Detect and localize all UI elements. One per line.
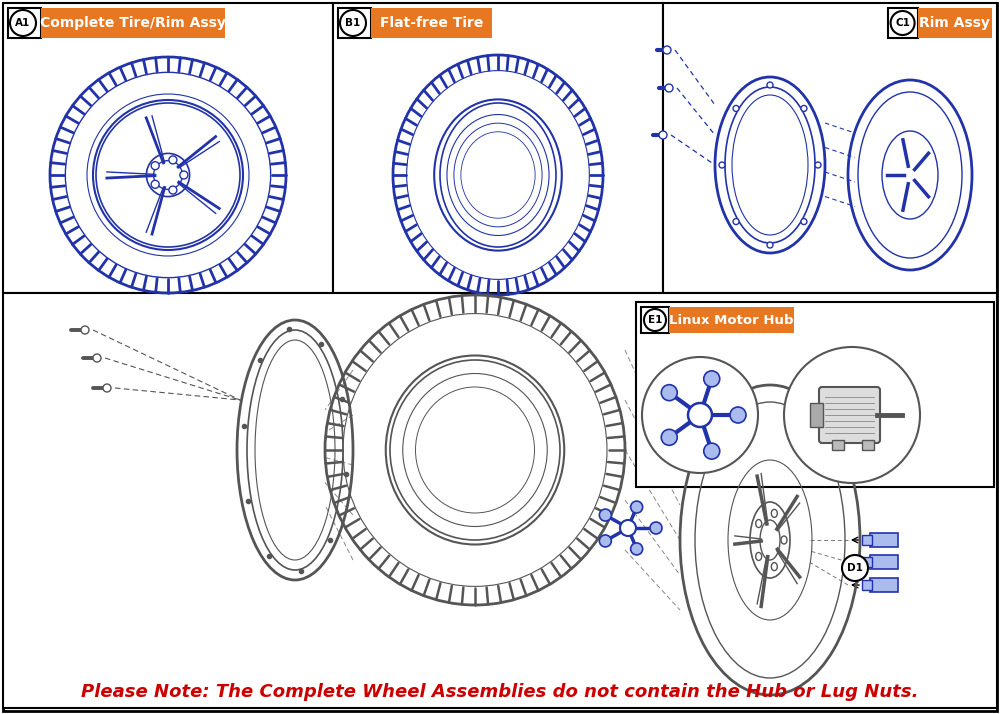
Circle shape bbox=[688, 403, 712, 427]
Circle shape bbox=[650, 522, 662, 534]
Bar bbox=[636, 302, 994, 487]
Circle shape bbox=[599, 535, 611, 547]
Circle shape bbox=[801, 218, 807, 225]
Circle shape bbox=[599, 509, 611, 521]
Bar bbox=[862, 535, 872, 545]
Circle shape bbox=[815, 162, 821, 168]
Ellipse shape bbox=[180, 171, 188, 179]
Text: Complete Tire/Rim Assy: Complete Tire/Rim Assy bbox=[40, 16, 226, 30]
Ellipse shape bbox=[169, 186, 177, 194]
Bar bbox=[669, 307, 794, 333]
Bar bbox=[862, 557, 872, 567]
Bar bbox=[870, 533, 898, 547]
Circle shape bbox=[103, 384, 111, 392]
Bar bbox=[870, 555, 898, 569]
Circle shape bbox=[81, 326, 89, 334]
Circle shape bbox=[620, 520, 636, 536]
Circle shape bbox=[733, 218, 739, 225]
Bar bbox=[862, 580, 872, 590]
Bar bbox=[3, 3, 333, 293]
Text: A1: A1 bbox=[15, 18, 31, 28]
Ellipse shape bbox=[771, 563, 777, 570]
Circle shape bbox=[730, 407, 746, 423]
Circle shape bbox=[801, 106, 807, 111]
Bar bbox=[862, 440, 874, 450]
Bar bbox=[832, 440, 844, 450]
Bar bbox=[371, 8, 492, 38]
Bar bbox=[333, 3, 663, 293]
Bar bbox=[338, 8, 371, 38]
Ellipse shape bbox=[151, 181, 159, 188]
Circle shape bbox=[784, 347, 920, 483]
Circle shape bbox=[642, 357, 758, 473]
Circle shape bbox=[767, 242, 773, 248]
Circle shape bbox=[93, 354, 101, 362]
Bar bbox=[810, 403, 823, 427]
Circle shape bbox=[644, 309, 666, 331]
Bar bbox=[641, 307, 669, 333]
FancyBboxPatch shape bbox=[819, 387, 880, 443]
Ellipse shape bbox=[756, 553, 762, 560]
Bar bbox=[918, 8, 992, 38]
Circle shape bbox=[704, 443, 720, 459]
Bar bbox=[663, 3, 997, 293]
Text: D1: D1 bbox=[847, 563, 863, 573]
Circle shape bbox=[631, 543, 643, 555]
Text: Rim Assy: Rim Assy bbox=[919, 16, 990, 30]
Circle shape bbox=[842, 555, 868, 581]
Ellipse shape bbox=[169, 156, 177, 164]
Bar bbox=[870, 578, 898, 592]
Text: Linux Motor Hub: Linux Motor Hub bbox=[669, 313, 794, 326]
Circle shape bbox=[661, 429, 677, 446]
Circle shape bbox=[665, 84, 673, 92]
Text: B1: B1 bbox=[345, 18, 361, 28]
Bar bbox=[8, 8, 41, 38]
Circle shape bbox=[631, 501, 643, 513]
Ellipse shape bbox=[756, 520, 762, 528]
Circle shape bbox=[659, 131, 667, 139]
Text: C1: C1 bbox=[895, 18, 910, 28]
Circle shape bbox=[663, 46, 671, 54]
Text: Please Note: The Complete Wheel Assemblies do not contain the Hub or Lug Nuts.: Please Note: The Complete Wheel Assembli… bbox=[81, 683, 919, 701]
Bar bbox=[3, 293, 997, 708]
Circle shape bbox=[767, 82, 773, 88]
Circle shape bbox=[10, 10, 36, 36]
Circle shape bbox=[719, 162, 725, 168]
Circle shape bbox=[704, 371, 720, 387]
Bar bbox=[888, 8, 918, 38]
Circle shape bbox=[340, 10, 366, 36]
Ellipse shape bbox=[781, 536, 787, 544]
Text: Flat-free Tire: Flat-free Tire bbox=[380, 16, 483, 30]
Circle shape bbox=[891, 11, 915, 35]
Text: E1: E1 bbox=[648, 315, 662, 325]
Circle shape bbox=[733, 106, 739, 111]
Circle shape bbox=[661, 385, 677, 401]
Bar bbox=[41, 8, 225, 38]
Ellipse shape bbox=[151, 161, 159, 170]
Ellipse shape bbox=[771, 509, 777, 518]
